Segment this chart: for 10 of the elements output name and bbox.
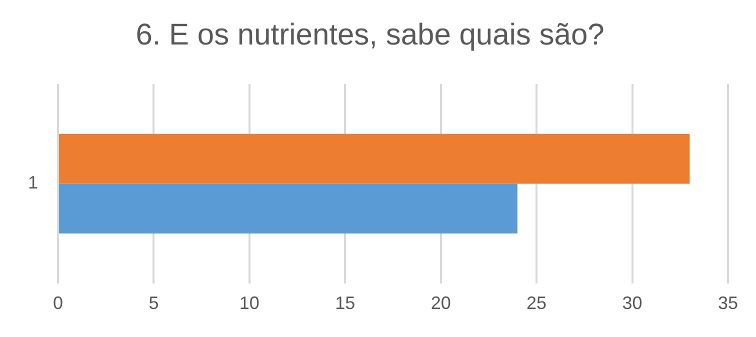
- x-tick-label: 10: [239, 293, 260, 314]
- x-tick-label: 35: [718, 293, 738, 314]
- chart-title: 6. E os nutrientes, sabe quais são?: [136, 18, 604, 52]
- x-tick-label: 20: [430, 293, 451, 314]
- x-tick-label: 0: [53, 293, 64, 314]
- x-tick-label: 15: [335, 293, 356, 314]
- x-tick-label: 30: [622, 293, 642, 314]
- y-tick-label: 1: [28, 172, 38, 193]
- x-tick-label: 5: [148, 293, 159, 314]
- x-tick-label: 25: [526, 293, 547, 314]
